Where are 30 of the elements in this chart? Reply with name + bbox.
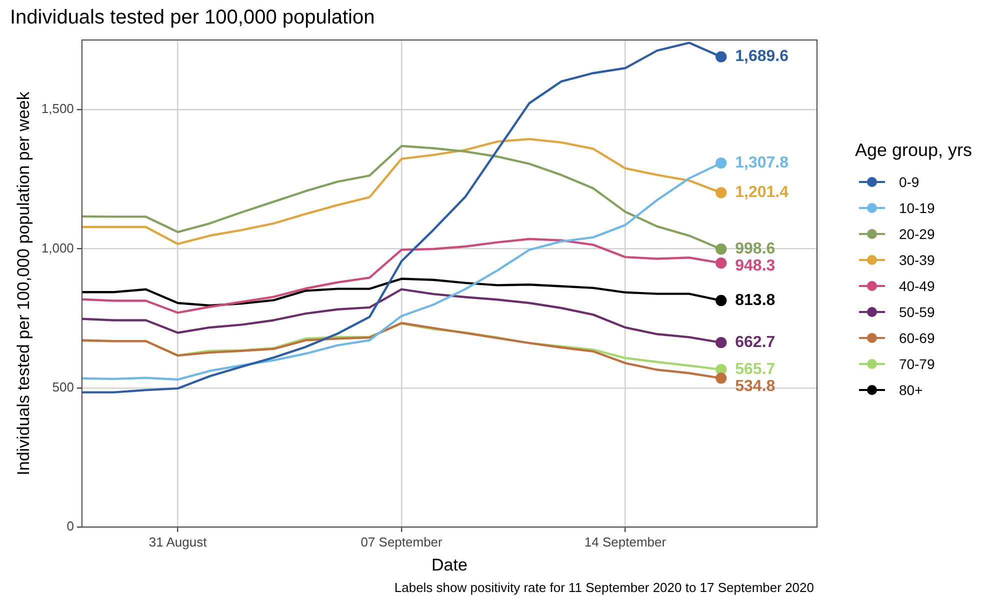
legend-label: 30-39 xyxy=(898,252,935,268)
legend-label: 80+ xyxy=(898,382,923,398)
y-tick-label: 0 xyxy=(66,518,74,534)
y-axis-title: Individuals tested per 100,000 population per week xyxy=(14,91,33,476)
data-label: 534.8 xyxy=(735,378,776,395)
legend-label: 60-69 xyxy=(898,330,935,346)
x-tick-label: 14 September xyxy=(584,534,667,550)
data-label: 1,307.8 xyxy=(735,154,789,172)
y-tick-label: 1,500 xyxy=(41,101,74,116)
legend-title: Age group, yrs xyxy=(854,140,972,161)
x-tick-label: 31 August xyxy=(148,534,208,550)
text: Labels show positivity rate for 11 September 2020 to 17 September 2020 xyxy=(394,580,814,595)
data-label: 1,201.4 xyxy=(735,184,789,202)
y-tick-label: 500 xyxy=(52,379,74,394)
x-tick-label: 07 September xyxy=(360,534,444,550)
data-label: 998.6 xyxy=(735,240,776,258)
legend-label: 70-79 xyxy=(898,356,935,372)
data-label: 565.7 xyxy=(735,360,776,378)
data-label: 813.8 xyxy=(735,292,776,309)
data-label: 948.3 xyxy=(735,258,776,275)
legend-label: 10-19 xyxy=(898,200,935,216)
legend-label: 20-29 xyxy=(898,226,935,242)
y-tick-label: 1,000 xyxy=(41,240,74,256)
chart-title: Individuals tested per 100,000 population xyxy=(10,6,375,29)
legend-label: 40-49 xyxy=(898,278,935,294)
legend-label: 50-59 xyxy=(898,304,935,320)
x-axis-title: Date xyxy=(432,555,468,574)
legend-label: 0-9 xyxy=(898,174,920,190)
data-label: 662.7 xyxy=(735,334,776,351)
data-label: 1,689.6 xyxy=(735,48,789,66)
